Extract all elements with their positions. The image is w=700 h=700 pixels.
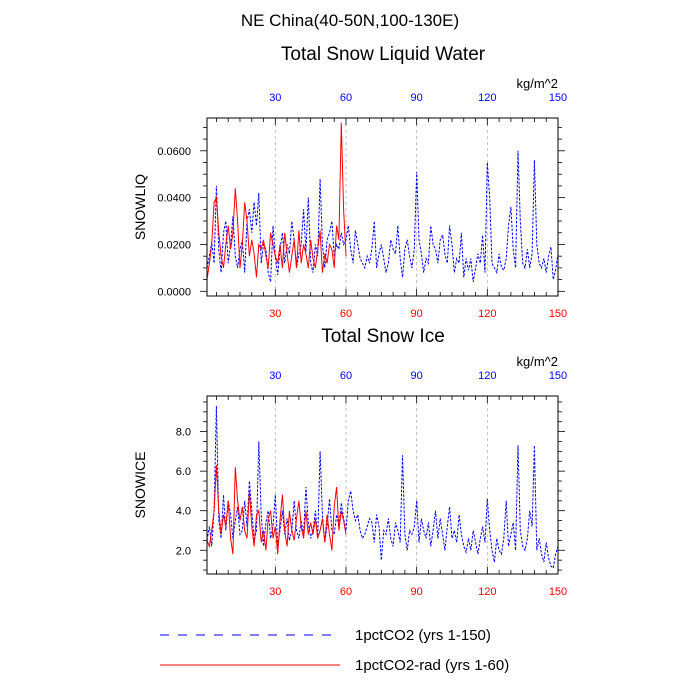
x-tick-label-top: 150: [549, 370, 567, 382]
x-tick-label-top: 150: [549, 92, 567, 104]
x-tick-label-top: 120: [478, 370, 496, 382]
x-tick-label-bottom: 120: [478, 308, 496, 320]
x-tick-label-bottom: 30: [269, 586, 281, 598]
snowliq-panel: Total Snow Liquid Water kg/m^2 SNOWLIQ 30 30…: [132, 44, 567, 320]
y-tick-label: 6.0: [176, 466, 191, 478]
region-title: NE China(40-50N,100-130E): [241, 11, 459, 30]
x-tick-label-top: 90: [411, 370, 423, 382]
x-tick-label-bottom: 150: [549, 586, 567, 598]
plot-frame: [206, 395, 559, 575]
x-tick-label-top: 60: [340, 92, 352, 104]
x-tick-label-bottom: 60: [340, 586, 352, 598]
snowice-panel: Total Snow Ice kg/m^2 SNOWICE 30 30 60 60 90 90 1…: [132, 326, 567, 598]
x-tick-label-top: 120: [478, 92, 496, 104]
units-label: kg/m^2: [516, 76, 558, 91]
y-tick-label: 4.0: [176, 506, 191, 518]
x-tick-label-bottom: 60: [340, 308, 352, 320]
x-tick-label-top: 30: [269, 92, 281, 104]
legend-label-1pctco2-rad: 1pctCO2-rad (yrs 1-60): [355, 657, 509, 674]
series-line-1pctco2: [206, 405, 559, 570]
x-tick-label-top: 30: [269, 370, 281, 382]
legend-label-1pctco2: 1pctCO2 (yrs 1-150): [355, 627, 491, 644]
y-axis-label: SNOWLIQ: [132, 174, 148, 240]
units-label: kg/m^2: [516, 354, 558, 369]
y-tick-label: 0.0600: [157, 146, 191, 158]
series-line-1pctco2-rad: [206, 122, 347, 280]
y-tick-label: 8.0: [176, 427, 191, 439]
x-tick-label-bottom: 150: [549, 308, 567, 320]
series-line-1pctco2-rad: [206, 465, 347, 555]
x-tick-label-top: 60: [340, 370, 352, 382]
chart-title: Total Snow Ice: [321, 326, 445, 347]
legend: 1pctCO2 (yrs 1-150) 1pctCO2-rad (yrs 1-6…: [160, 627, 509, 674]
plot-frame: [206, 117, 559, 297]
y-tick-label: 0.0200: [157, 239, 191, 251]
y-axis-label: SNOWICE: [132, 452, 148, 519]
y-tick-label: 0.0000: [157, 286, 191, 298]
y-tick-label: 2.0: [176, 545, 191, 557]
x-tick-label-bottom: 90: [411, 586, 423, 598]
x-tick-label-bottom: 120: [478, 586, 496, 598]
x-tick-label-top: 90: [411, 92, 423, 104]
x-tick-label-bottom: 90: [411, 308, 423, 320]
series-line-1pctco2: [206, 150, 559, 283]
x-tick-label-bottom: 30: [269, 308, 281, 320]
chart-title: Total Snow Liquid Water: [281, 44, 486, 65]
y-tick-label: 0.0400: [157, 193, 191, 205]
